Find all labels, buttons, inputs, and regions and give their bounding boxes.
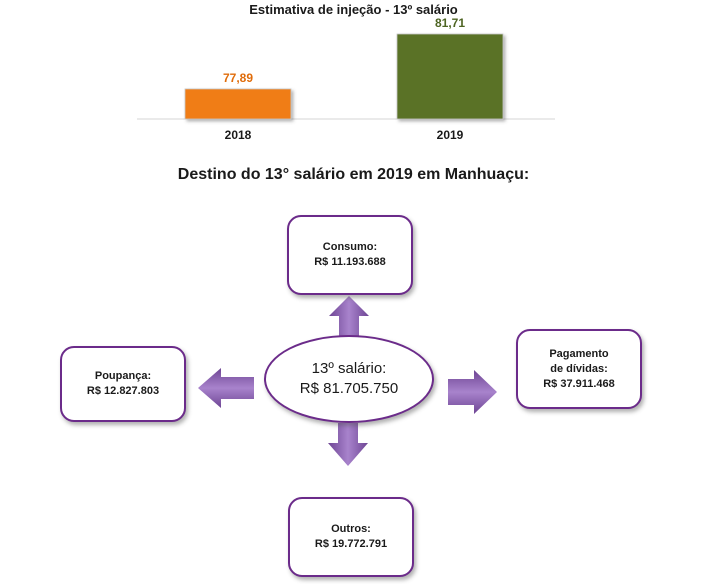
consumo-label: Consumo: bbox=[322, 241, 378, 253]
outros-box: Outros: R$ 19.772.791 bbox=[288, 497, 414, 577]
bar-chart: 77,89 2018 81,71 2019 bbox=[137, 16, 555, 142]
bar-value-label-2018: 77,89 bbox=[223, 71, 253, 85]
poupanca-label: Poupança: bbox=[94, 370, 152, 382]
outros-value: R$ 19.772.791 bbox=[314, 538, 388, 550]
x-tick-label-2018: 2018 bbox=[225, 128, 252, 142]
center-oval: 13º salário: R$ 81.705.750 bbox=[264, 335, 434, 423]
arrow-up-icon bbox=[329, 296, 369, 338]
consumo-box: Consumo: R$ 11.193.688 bbox=[287, 215, 413, 295]
bar-value-label-2019: 81,71 bbox=[435, 16, 465, 30]
outros-label: Outros: bbox=[331, 523, 371, 535]
bar-2018 bbox=[184, 88, 292, 120]
bar-2019 bbox=[396, 33, 504, 120]
arrow-left-icon bbox=[198, 368, 254, 408]
pagamento-label-2: de dívidas: bbox=[550, 362, 608, 375]
center-label: 13º salário: bbox=[311, 360, 387, 377]
center-value: R$ 81.705.750 bbox=[299, 380, 399, 397]
consumo-value: R$ 11.193.688 bbox=[314, 256, 386, 268]
chart-title: Estimativa de injeção - 13º salário bbox=[249, 2, 458, 17]
section-title: Destino do 13° salário em 2019 em Manhua… bbox=[177, 166, 530, 183]
pagamento-label-1: Pagamento bbox=[549, 347, 609, 360]
poupanca-box: Poupança: R$ 12.827.803 bbox=[60, 346, 186, 422]
x-tick-label-2019: 2019 bbox=[437, 128, 464, 142]
poupanca-value: R$ 12.827.803 bbox=[86, 385, 160, 397]
arrow-down-icon bbox=[328, 423, 368, 466]
arrow-right-icon bbox=[448, 370, 497, 414]
pagamento-value: R$ 37.911.468 bbox=[543, 377, 615, 390]
pagamento-box: Pagamento de dívidas: R$ 37.911.468 bbox=[516, 329, 642, 409]
